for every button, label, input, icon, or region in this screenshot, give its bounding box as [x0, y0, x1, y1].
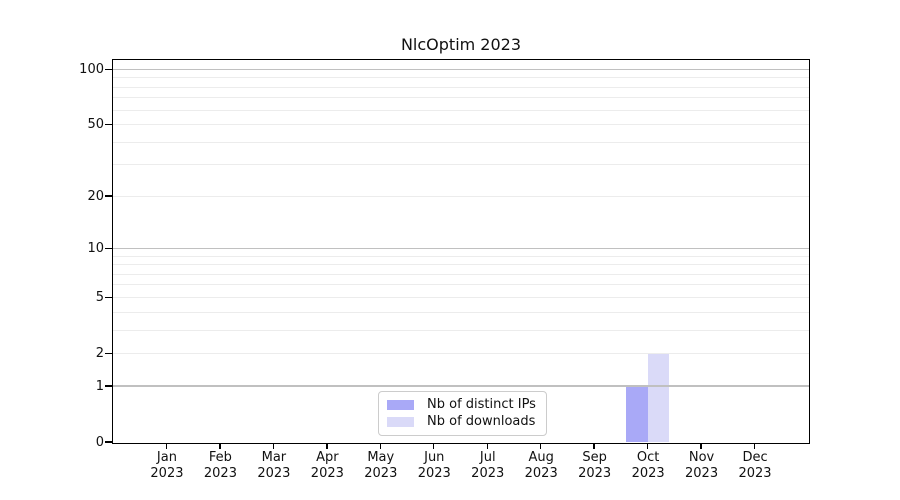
y-tick-label: 100: [79, 61, 104, 77]
x-tick-year: 2023: [203, 465, 237, 481]
legend-label-downloads: Nb of downloads: [427, 414, 536, 429]
x-tick-label: Nov 2023: [672, 450, 732, 481]
x-tick-mark: [326, 443, 328, 449]
legend-label-distinct-ips: Nb of distinct IPs: [427, 397, 536, 412]
y-tick-label: 0: [95, 434, 104, 450]
x-tick-mark: [753, 443, 756, 449]
x-tick-year: 2023: [150, 465, 184, 481]
y-tick-mark: [105, 385, 112, 387]
y-minor-gridline: [113, 329, 809, 331]
y-minor-gridline: [113, 311, 809, 313]
y-minor-gridline: [113, 264, 809, 266]
x-tick-label: Mar 2023: [244, 450, 304, 481]
x-tick-month: Jun: [424, 450, 445, 465]
y-minor-gridline: [113, 284, 809, 286]
x-tick-month: Jan: [156, 450, 177, 465]
plot-area: [105, 59, 810, 449]
x-tick-label: Dec 2023: [725, 450, 785, 481]
x-tick-month: Sep: [582, 450, 607, 465]
y-tick-mark: [105, 68, 112, 71]
y-minor-gridline: [113, 141, 809, 143]
y-minor-gridline: [113, 273, 809, 275]
y-tick-mark: [105, 296, 112, 299]
y-minor-gridline: [113, 164, 809, 166]
x-tick-month: Apr: [316, 450, 339, 465]
x-tick-year: 2023: [524, 465, 558, 481]
y-tick-label: 10: [87, 240, 104, 256]
x-tick-mark: [433, 443, 435, 449]
legend-item-distinct-ips: Nb of distinct IPs: [387, 396, 536, 413]
chart-title: NlcOptim 2023: [400, 35, 522, 54]
x-tick-month: Mar: [261, 450, 287, 465]
x-tick-month: Jul: [479, 450, 496, 465]
y-minor-gridline: [113, 124, 809, 126]
x-tick-label: Oct 2023: [618, 450, 678, 481]
y-tick-label: 5: [95, 289, 104, 305]
y-tick-label: 1: [95, 378, 104, 394]
x-tick-year: 2023: [578, 465, 612, 481]
y-minor-gridline: [113, 97, 809, 99]
legend-item-downloads: Nb of downloads: [387, 413, 536, 430]
y-tick-mark: [105, 247, 112, 250]
x-tick-month: Dec: [742, 450, 768, 465]
y-tick-mark: [105, 441, 112, 443]
x-tick-year: 2023: [257, 465, 291, 481]
x-tick-year: 2023: [685, 465, 719, 481]
x-tick-month: Aug: [528, 450, 554, 465]
x-tick-label: Jul 2023: [458, 450, 518, 481]
x-tick-mark: [593, 443, 595, 449]
x-tick-month: Oct: [636, 450, 660, 465]
x-tick-label: Apr 2023: [297, 450, 357, 481]
x-tick-mark: [486, 443, 488, 449]
y-tick-label: 50: [87, 117, 104, 133]
y-minor-gridline: [113, 296, 809, 298]
x-tick-year: 2023: [631, 465, 665, 481]
x-tick-month: Feb: [208, 450, 232, 465]
x-tick-year: 2023: [738, 465, 772, 481]
x-tick-label: May 2023: [351, 450, 411, 481]
legend-swatch-downloads-icon: [387, 416, 414, 427]
x-tick-month: Nov: [688, 450, 715, 465]
bar-downloads: [647, 353, 670, 442]
x-tick-mark: [539, 443, 542, 449]
x-tick-month: May: [367, 450, 395, 465]
x-tick-mark: [646, 443, 649, 449]
y-major-gridline: [113, 247, 809, 249]
x-tick-mark: [219, 443, 221, 449]
x-tick-label: Jun 2023: [404, 450, 464, 481]
x-tick-year: 2023: [364, 465, 398, 481]
y-tick-mark: [105, 123, 112, 126]
legend-swatch-distinct-ips-icon: [387, 399, 414, 410]
x-tick-year: 2023: [471, 465, 505, 481]
x-tick-label: Aug 2023: [511, 450, 571, 481]
y-minor-gridline: [113, 86, 809, 88]
x-tick-label: Jan 2023: [137, 450, 197, 481]
y-minor-gridline: [113, 255, 809, 257]
bar-distinct-ips: [626, 386, 648, 442]
x-tick-mark: [272, 443, 275, 449]
y-major-gridline: [113, 68, 809, 70]
y-minor-gridline: [113, 77, 809, 79]
y-tick-label: 2: [95, 345, 104, 361]
y-tick-mark: [105, 195, 112, 197]
y-minor-gridline: [113, 109, 809, 111]
legend: Nb of distinct IPs Nb of downloads: [378, 391, 547, 436]
x-tick-year: 2023: [417, 465, 451, 481]
x-tick-year: 2023: [310, 465, 344, 481]
y-tick-label: 20: [87, 188, 104, 204]
x-tick-label: Feb 2023: [190, 450, 250, 481]
x-tick-label: Sep 2023: [565, 450, 625, 481]
x-tick-mark: [165, 443, 168, 449]
y-minor-gridline: [113, 195, 809, 197]
x-tick-mark: [379, 443, 381, 449]
y-major-gridline: [113, 385, 809, 387]
y-minor-gridline: [113, 352, 809, 354]
x-tick-mark: [700, 443, 702, 449]
y-tick-mark: [105, 352, 112, 354]
